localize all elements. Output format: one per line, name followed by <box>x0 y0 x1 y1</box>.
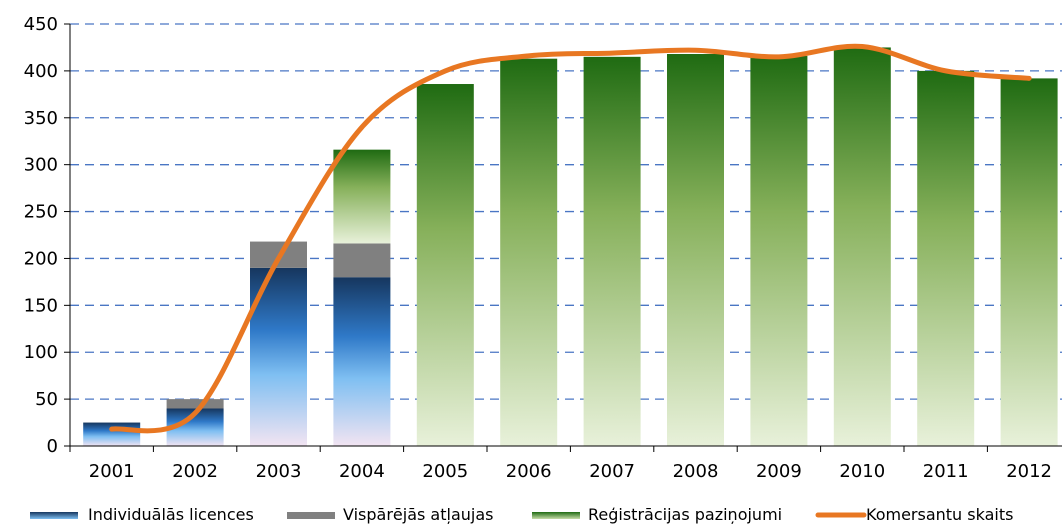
y-tick-label: 150 <box>24 295 58 316</box>
line-series <box>109 43 1032 434</box>
x-tick-label: 2012 <box>1006 461 1052 482</box>
legend-swatch-general <box>287 512 335 519</box>
bar-registration-notices <box>333 149 391 244</box>
legend-swatch-registration <box>532 512 580 519</box>
bar-registration-notices <box>667 54 724 447</box>
x-tick-label: 2007 <box>589 461 635 482</box>
legend-label-registration: Reģistrācijas paziņojumi <box>588 505 782 524</box>
bars <box>83 47 1058 447</box>
bar-general-permits <box>333 243 391 278</box>
bar-registration-notices <box>1000 78 1058 446</box>
legend: Individuālās licences Vispārējās atļaujas… <box>30 505 1013 524</box>
legend-label-line: Komersantu skaits <box>866 505 1013 524</box>
bar-registration-notices <box>833 47 891 446</box>
x-tick-label: 2002 <box>172 461 218 482</box>
line-komersantu-skaits <box>109 43 1032 434</box>
x-tick-label: 2010 <box>839 461 885 482</box>
bar-general-permits <box>166 399 224 409</box>
legend-label-individual: Individuālās licences <box>88 505 254 524</box>
x-tick-label: 2004 <box>339 461 385 482</box>
bar-registration-notices <box>583 56 641 446</box>
axes: 0 50 100 150 200 250 300 350 400 450 2001 2002 2003 2… <box>24 14 1062 482</box>
x-tick-label: 2001 <box>89 461 135 482</box>
bar-registration-notices <box>416 84 474 447</box>
bar-individual-licences <box>83 422 141 446</box>
bar-registration-notices <box>917 70 975 446</box>
y-tick-label: 300 <box>24 155 58 176</box>
gridlines <box>70 23 1062 400</box>
y-tick-label: 200 <box>24 248 58 269</box>
x-tick-label: 2006 <box>506 461 552 482</box>
y-tick-label: 400 <box>24 61 58 82</box>
y-tick-label: 450 <box>24 14 58 35</box>
x-tick-label: 2011 <box>923 461 969 482</box>
y-tick-label: 0 <box>47 436 58 457</box>
legend-label-general: Vispārējās atļaujas <box>343 505 493 524</box>
y-tick-label: 350 <box>24 108 58 129</box>
x-tick-label: 2005 <box>422 461 468 482</box>
y-tick-label: 100 <box>24 342 58 363</box>
x-tick-label: 2008 <box>673 461 719 482</box>
bar-registration-notices <box>750 55 808 446</box>
x-tick-label: 2009 <box>756 461 802 482</box>
y-tick-label: 50 <box>35 389 58 410</box>
legend-swatch-individual <box>30 512 78 519</box>
bar-registration-notices <box>500 58 558 446</box>
bar-individual-licences <box>333 277 391 446</box>
x-tick-label: 2003 <box>256 461 302 482</box>
y-tick-label: 250 <box>24 202 58 223</box>
